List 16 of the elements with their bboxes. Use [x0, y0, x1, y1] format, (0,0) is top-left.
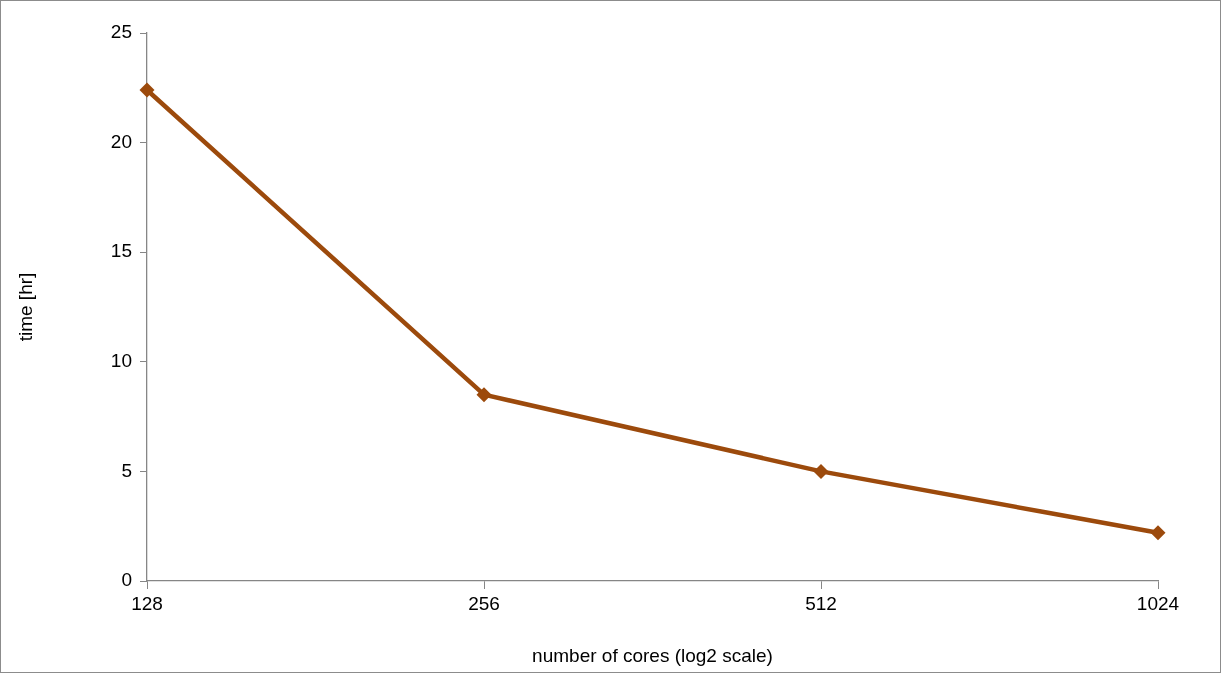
x-tick-label: 1024	[1136, 592, 1180, 614]
point	[476, 387, 492, 403]
point	[1150, 525, 1166, 541]
y-tick-label: 5	[121, 459, 132, 481]
y-tick-label: 0	[121, 569, 132, 591]
y-axis-title: time [hr]	[14, 272, 36, 342]
x-tick-label: 512	[805, 592, 837, 614]
point	[139, 82, 155, 98]
y-tick-label: 15	[110, 240, 132, 262]
y-tick-label: 20	[110, 130, 132, 152]
x-tick-label: 128	[131, 592, 163, 614]
y-tick-label: 25	[110, 21, 132, 43]
x-axis-title: number of cores (log2 scale)	[532, 644, 773, 666]
point	[813, 463, 829, 479]
x-tick-label: 256	[468, 592, 500, 614]
y-tick-label: 10	[110, 350, 132, 372]
